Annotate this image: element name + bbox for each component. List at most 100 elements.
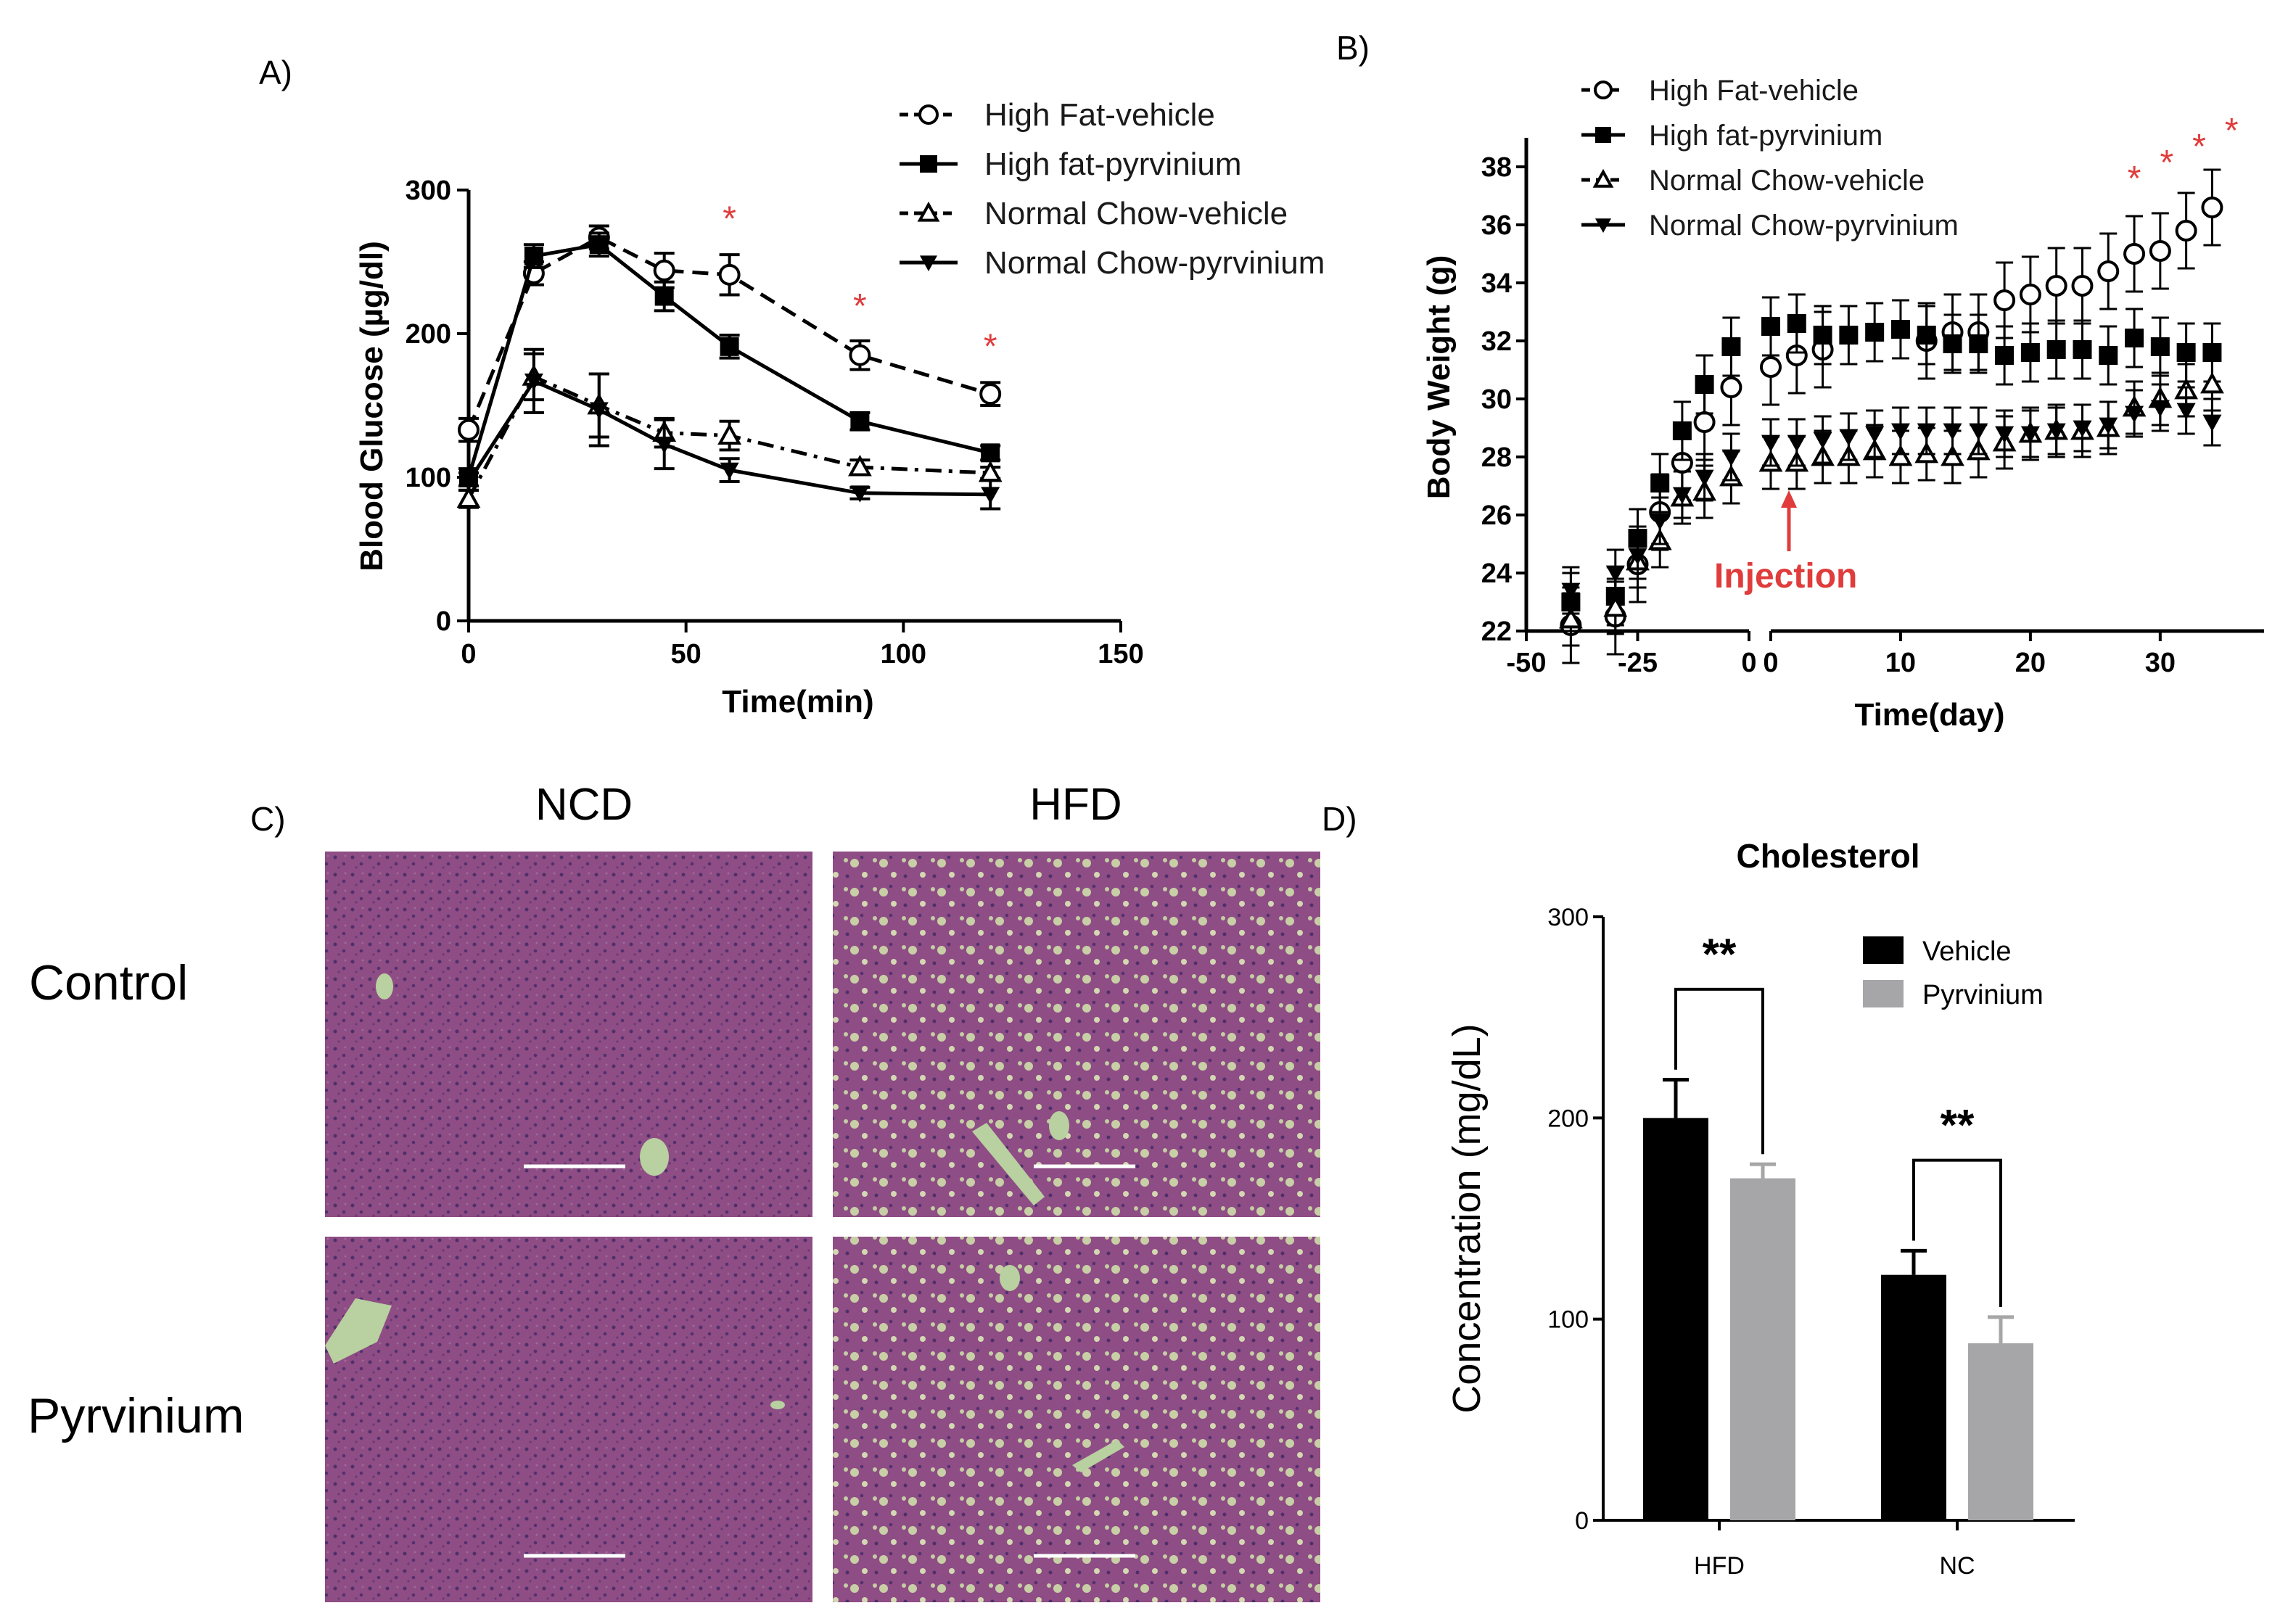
glucose-legend-label: Normal Chow-vehicle [984, 196, 1288, 231]
glucose-legend-marker [920, 155, 937, 173]
bodyweight-point [1839, 326, 1859, 345]
cholesterol-y-tick-label: 200 [1547, 1105, 1589, 1132]
histology-panel: NCD HFD Control Pyrvinium [28, 780, 1320, 1602]
bodyweight-legend-marker [1595, 127, 1611, 143]
bodyweight-point [1603, 595, 1628, 617]
bodyweight-sig-star: * [2160, 144, 2173, 182]
bodyweight-legend-label: High Fat-vehicle [1649, 75, 1859, 107]
glucose-point [458, 419, 480, 441]
bodyweight-y-tick-label: 32 [1481, 326, 1512, 357]
micrograph-hfd-pyrvinium [833, 1237, 1320, 1602]
bodyweight-point [1865, 426, 1885, 443]
histology-col-hfd: HFD [1029, 780, 1122, 830]
injection-label: Injection [1714, 557, 1857, 595]
bodyweight-x-tick-label: 10 [1885, 648, 1916, 678]
glucose-legend-marker [920, 255, 937, 271]
glucose-y-title: Blood Glucose (µg/dl) [354, 241, 390, 572]
panel-label-c: C) [250, 800, 286, 838]
bodyweight-ticks: -50 -25 0 0 10 20 30 22 24 26 28 30 32 34 36 38 [1481, 152, 2176, 678]
bodyweight-point [2020, 343, 2040, 362]
glucose-point [459, 474, 478, 491]
glucose-x-tick-label: 0 [461, 639, 476, 669]
glucose-point [654, 287, 674, 306]
bodyweight-point [2123, 243, 2146, 265]
cholesterol-bar [1730, 1178, 1795, 1520]
bodyweight-point [1761, 317, 1780, 336]
bodyweight-point [2073, 340, 2092, 359]
bodyweight-point [2097, 260, 2120, 282]
glucose-x-tick-label: 150 [1098, 639, 1143, 669]
cholesterol-sig-stars: ** [1703, 930, 1737, 978]
bodyweight-point [1695, 469, 1714, 487]
bodyweight-y-tick-label: 26 [1481, 500, 1512, 531]
bodyweight-point [2150, 400, 2170, 417]
injection-arrow [1781, 490, 1797, 551]
bodyweight-x-tick-label: 0 [1741, 648, 1756, 678]
bodyweight-legend-label: High fat-pyrvinium [1649, 120, 1882, 152]
bodyweight-significance: * * * * [2128, 112, 2239, 198]
bodyweight-point [2045, 275, 2067, 297]
bodyweight-point [1650, 513, 1670, 530]
bodyweight-point [1890, 423, 1910, 440]
bodyweight-point [1969, 334, 1988, 353]
bodyweight-legend-marker [1592, 168, 1614, 188]
histology-row-control: Control [29, 955, 188, 1010]
bodyweight-point [1943, 334, 1962, 353]
bodyweight-sig-star: * [2225, 112, 2239, 150]
bodyweight-point [1941, 444, 1964, 466]
bodyweight-legend-label: Normal Chow-pyrvinium [1649, 210, 1959, 242]
bodyweight-point [2149, 240, 2171, 262]
bodyweight-y-tick-label: 36 [1481, 210, 1512, 241]
bodyweight-y-title: Body Weight (g) [1421, 255, 1457, 499]
glucose-legend-label: Normal Chow-pyrvinium [984, 245, 1325, 281]
glucose-point [524, 247, 543, 266]
bodyweight-x-tick-label: 20 [2015, 648, 2046, 678]
glucose-point [524, 373, 543, 391]
bodyweight-point [1839, 429, 1859, 446]
micrograph-ncd-control [325, 852, 812, 1217]
glucose-legend-label: High fat-pyrvinium [984, 147, 1242, 182]
cholesterol-x-tick-label: HFD [1694, 1552, 1745, 1580]
bodyweight-point [1720, 376, 1742, 398]
glucose-point [849, 344, 871, 366]
cholesterol-bar [1968, 1343, 2033, 1520]
bodyweight-series [1559, 168, 2224, 664]
bodyweight-point [1813, 432, 1832, 449]
cholesterol-y-tick-label: 300 [1547, 904, 1589, 931]
legend-label-vehicle: Vehicle [1922, 936, 2012, 967]
bodyweight-point [1695, 375, 1714, 394]
glucose-point [589, 402, 609, 419]
bodyweight-point [1761, 434, 1780, 452]
bodyweight-point [1605, 565, 1625, 582]
bodyweight-point [2176, 403, 2196, 420]
bodyweight-point [1995, 426, 2015, 443]
bodyweight-y-tick-label: 34 [1481, 268, 1512, 299]
bodyweight-point [1693, 411, 1716, 433]
glucose-chart: 0 50 100 150 0 100 200 300 * * * Time(min) Blood … [354, 97, 1325, 720]
bodyweight-point [1787, 434, 1806, 452]
bodyweight-y-tick-label: 28 [1481, 442, 1512, 473]
bodyweight-point [1917, 423, 1936, 440]
bodyweight-legend-label: Normal Chow-vehicle [1649, 165, 1925, 197]
glucose-point [717, 423, 741, 445]
glucose-point [720, 337, 739, 356]
cholesterol-ticks: 0 100 200 300 HFD NC [1547, 904, 1975, 1580]
bodyweight-point [1969, 423, 1988, 440]
bodyweight-point [1561, 582, 1581, 600]
bodyweight-point [1628, 548, 1647, 565]
bodyweight-point [1650, 474, 1670, 492]
glucose-y-tick-label: 300 [406, 176, 451, 206]
glucose-ticks: 0 50 100 150 0 100 200 300 [406, 176, 1144, 669]
bodyweight-legend-marker [1595, 218, 1611, 233]
bodyweight-point [1760, 356, 1782, 378]
glucose-point [850, 411, 870, 431]
glucose-series [456, 224, 1003, 511]
cholesterol-title: Cholesterol [1736, 837, 1919, 875]
cholesterol-sig-stars: ** [1941, 1101, 1975, 1150]
bodyweight-point [2202, 414, 2222, 432]
bodyweight-point [1672, 421, 1692, 440]
glucose-axes [466, 190, 1121, 623]
bodyweight-point [1813, 326, 1832, 345]
glucose-point [720, 462, 739, 480]
